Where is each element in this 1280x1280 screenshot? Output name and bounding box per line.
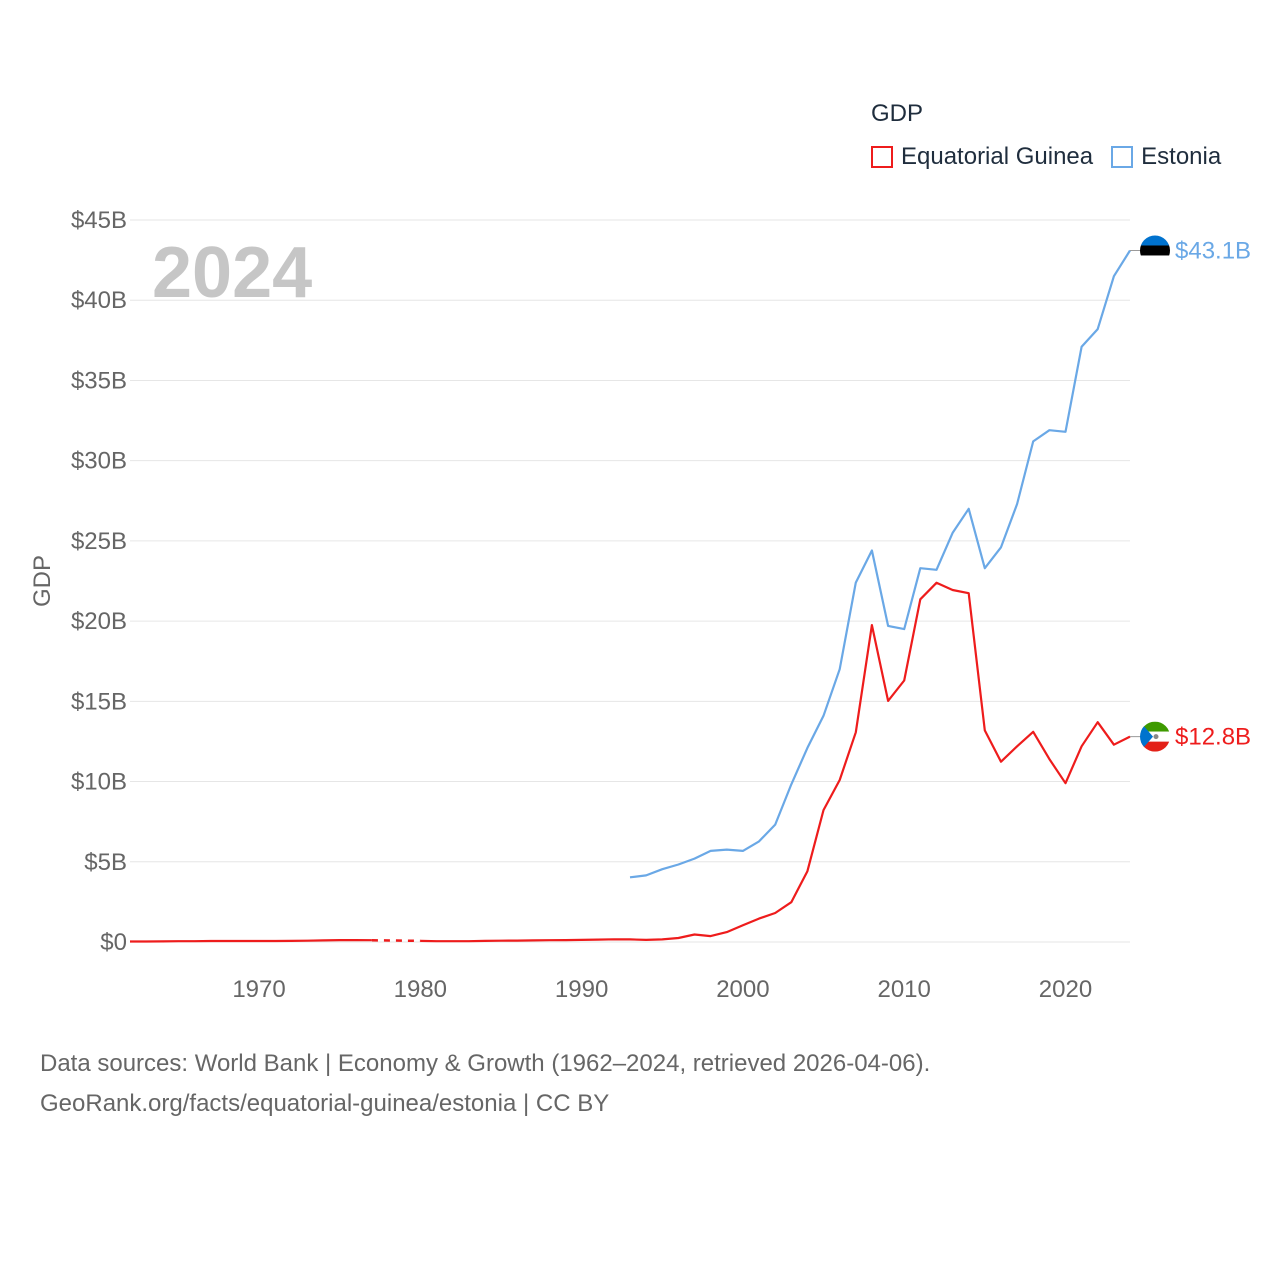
legend-label-equatorial-guinea: Equatorial Guinea bbox=[901, 143, 1094, 170]
y-tick-label: $45B bbox=[71, 207, 127, 234]
x-tick-label: 2010 bbox=[877, 976, 930, 1003]
end-markers bbox=[1130, 235, 1170, 752]
y-tick-label: $10B bbox=[71, 769, 127, 796]
y-tick-label: $40B bbox=[71, 287, 127, 314]
footer-line-url: GeoRank.org/facts/equatorial-guinea/esto… bbox=[40, 1090, 610, 1117]
y-axis-title: GDP bbox=[29, 555, 56, 607]
estonia-flag-icon bbox=[1140, 235, 1170, 266]
series-lines bbox=[130, 249, 1131, 943]
y-tick-label: $20B bbox=[71, 608, 127, 635]
legend-label-estonia: Estonia bbox=[1141, 143, 1222, 170]
series-line-estonia bbox=[629, 249, 1131, 879]
y-tick-label: $25B bbox=[71, 528, 127, 555]
y-tick-label: $15B bbox=[71, 688, 127, 715]
series-gap-equatorial-guinea bbox=[371, 938, 421, 943]
legend: Equatorial Guinea Estonia bbox=[871, 143, 1239, 171]
gridlines bbox=[130, 219, 1130, 943]
y-axis-ticks: $0 $5B $10B $15B $20B $25B $30B $35B $40B $45B bbox=[71, 207, 127, 956]
y-tick-label: $5B bbox=[84, 849, 127, 876]
footer-line-sources: Data sources: World Bank | Economy & Gro… bbox=[40, 1050, 931, 1077]
series-line-equatorial-guinea bbox=[130, 938, 372, 943]
x-tick-label: 1970 bbox=[232, 976, 285, 1003]
y-tick-label: $0 bbox=[100, 929, 127, 956]
y-tick-label: $30B bbox=[71, 448, 127, 475]
legend-title: GDP bbox=[871, 100, 924, 127]
equatorial-guinea-end-label: $12.8B bbox=[1175, 724, 1251, 751]
y-tick-label: $35B bbox=[71, 367, 127, 394]
x-tick-label: 2020 bbox=[1039, 976, 1092, 1003]
x-axis-ticks: 1970 1980 1990 2000 2010 2020 bbox=[232, 976, 1092, 1003]
legend-swatch-estonia bbox=[1111, 146, 1134, 168]
x-tick-label: 1990 bbox=[555, 976, 608, 1003]
x-tick-label: 2000 bbox=[716, 976, 769, 1003]
legend-swatch-equatorial-guinea bbox=[871, 146, 893, 168]
equatorial-guinea-flag-icon bbox=[1140, 721, 1170, 752]
series-line-equatorial-guinea bbox=[420, 581, 1131, 943]
x-tick-label: 1980 bbox=[394, 976, 447, 1003]
legend-item-equatorial-guinea[interactable]: Equatorial Guinea bbox=[871, 143, 1093, 171]
footer-sources: Data sources: World Bank | Economy & Gro… bbox=[40, 1044, 930, 1124]
year-watermark: 2024 bbox=[152, 233, 313, 313]
legend-item-estonia[interactable]: Estonia bbox=[1111, 143, 1221, 171]
estonia-end-label: $43.1B bbox=[1175, 237, 1251, 264]
